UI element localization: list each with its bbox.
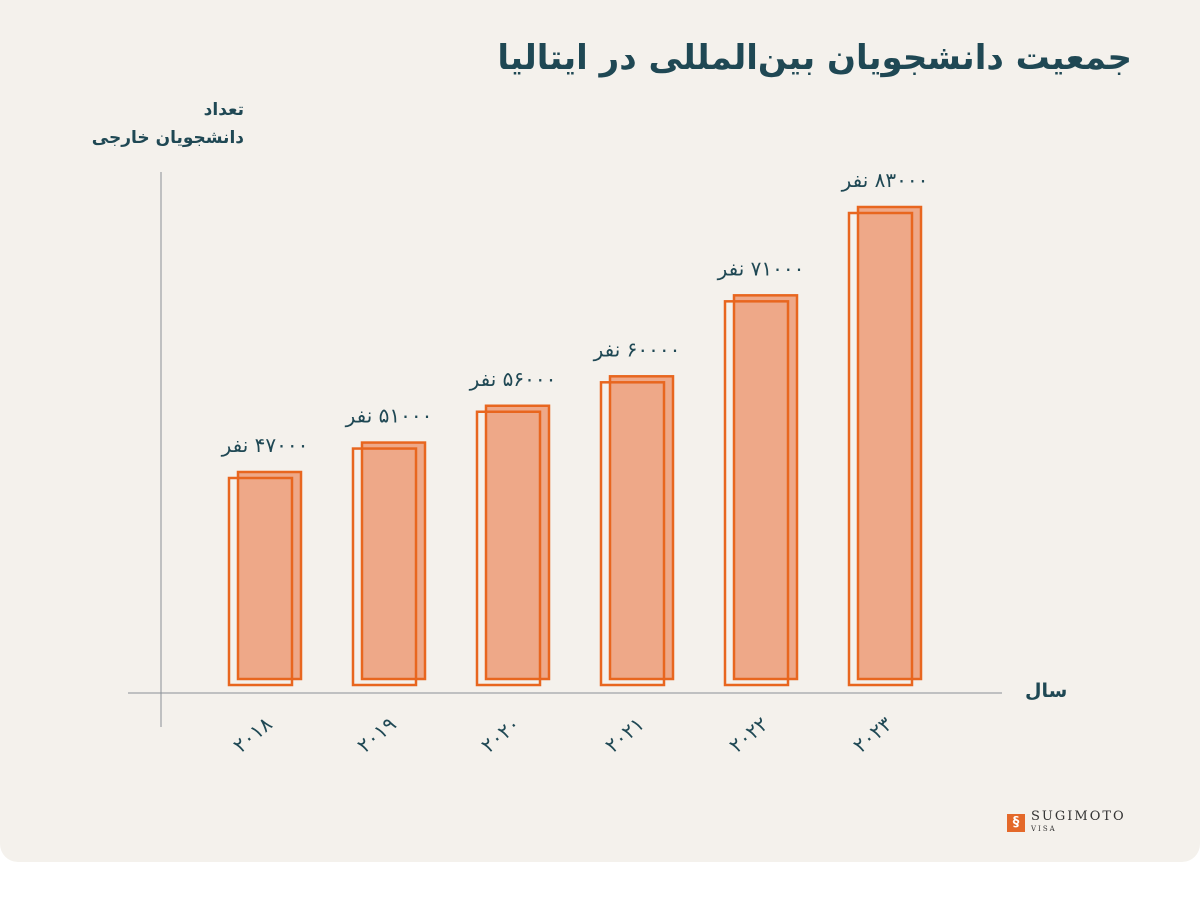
bar-outline — [227, 476, 294, 687]
x-tick-label: ۲۰۲۲ — [724, 712, 772, 758]
bar-outline — [847, 211, 914, 687]
chart-title: جمعیت دانشجویان بین‌المللی در ایتالیا — [497, 38, 1132, 78]
bar-chart: ۴۷۰۰۰ نفر ۲۰۱۸ ۵۱۰۰۰ نفر ۲۰۱۹ ۵۶۰۰۰ نفر ۲۰۲۰ ۶… — [128, 168, 1002, 758]
bar-outline — [723, 300, 790, 687]
data-label: ۴۷۰۰۰ نفر — [221, 433, 309, 457]
bar-fill — [608, 375, 675, 681]
logo-name: SUGIMOTO — [1031, 809, 1126, 824]
y-axis-label-line1: تعداد — [203, 100, 244, 120]
data-label: ۵۱۰۰۰ نفر — [345, 404, 433, 428]
bar-fill — [236, 470, 303, 681]
y-axis-label: تعداد دانشجویان خارجی — [44, 96, 244, 152]
bar-fill — [360, 441, 427, 681]
data-label: ۵۶۰۰۰ نفر — [469, 367, 557, 391]
x-tick-label: ۲۰۱۹ — [352, 712, 400, 758]
x-tick-label: ۲۰۱۸ — [228, 711, 277, 757]
x-tick-label: ۲۰۲۰ — [476, 712, 524, 758]
logo-sub: VISA — [1031, 825, 1057, 833]
x-tick-label: ۲۰۲۳ — [848, 711, 897, 757]
bar-fill — [732, 294, 799, 681]
bar-outline — [475, 410, 542, 687]
x-tick-label: ۲۰۲۱ — [600, 712, 648, 758]
bar-outline — [599, 381, 666, 687]
data-label: ۷۱۰۰۰ نفر — [717, 256, 805, 280]
data-label: ۸۳۰۰۰ نفر — [841, 168, 929, 192]
chart-card: جمعیت دانشجویان بین‌المللی در ایتالیا تع… — [0, 0, 1200, 862]
x-axis-label: سال — [1025, 680, 1068, 702]
bar-outline — [351, 447, 418, 687]
y-axis-label-line2: دانشجویان خارجی — [91, 128, 244, 148]
data-label: ۶۰۰۰۰ نفر — [593, 337, 681, 361]
logo-mark-icon: § — [1007, 814, 1025, 832]
bar-fill — [856, 205, 923, 681]
bar-fill — [484, 404, 551, 681]
sugimoto-visa-logo: § SUGIMOTO VISA — [1007, 809, 1126, 835]
